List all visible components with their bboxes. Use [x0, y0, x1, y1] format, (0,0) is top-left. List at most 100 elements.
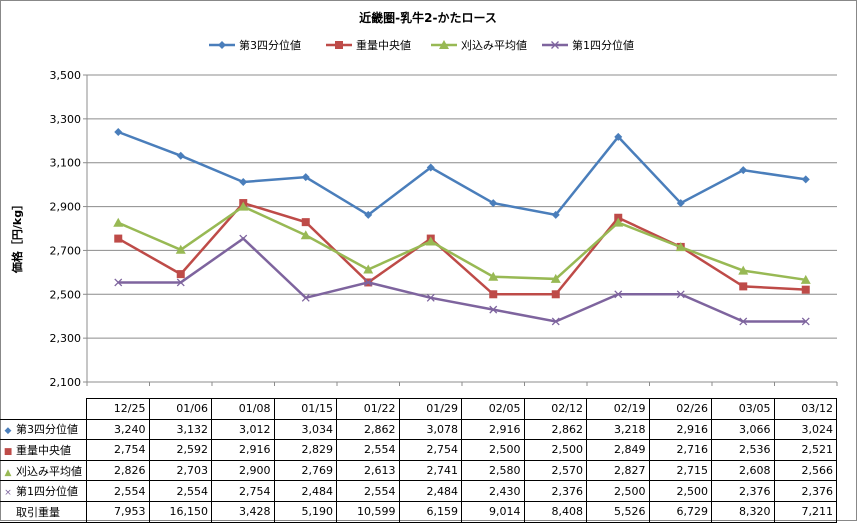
data-point-x	[676, 290, 685, 299]
data-point-diamond	[614, 132, 623, 141]
series-2	[114, 199, 810, 299]
data-point-square	[801, 285, 810, 294]
table-cell: 2,500	[586, 480, 650, 502]
legend-item: 重量中央値	[326, 38, 411, 52]
table-cell: 2,829	[273, 439, 337, 461]
table-cell: 2,376	[523, 480, 587, 502]
table-row: ■ 重量中央値 2,754 2,592 2,916 2,829 2,554 2,754 2,50…	[0, 439, 837, 461]
x-tick-label: 03/12	[773, 398, 837, 420]
table-row-label: 取引重量	[16, 505, 60, 519]
data-point-x	[801, 317, 810, 326]
table-cell: 2,430	[461, 480, 525, 502]
y-tick-label: 2,900	[50, 201, 82, 214]
table-header-row: 12/25 01/06 01/08 01/15 01/22 01/29 02/05 02/12…	[0, 398, 837, 420]
table-cell: 7,953	[86, 500, 150, 523]
x-tick-label: 01/22	[336, 398, 400, 420]
table-cell: 7,211	[773, 500, 837, 523]
data-point-square	[301, 218, 310, 227]
table-cell: 3,218	[586, 418, 650, 441]
table-row: ▲ 刈込み平均値 2,826 2,703 2,900 2,769 2,613 2,741 2,5…	[0, 459, 837, 482]
table-cell: 2,769	[273, 459, 337, 482]
table-cell: 2,703	[148, 459, 212, 482]
table-cell: 2,916	[211, 439, 275, 461]
y-tick-label: 2,700	[50, 244, 82, 257]
table-cell: 2,570	[523, 459, 587, 482]
table-cell: 2,827	[586, 459, 650, 482]
data-point-triangle	[238, 201, 249, 211]
x-tick-label: 01/29	[398, 398, 462, 420]
y-tick-label: 2,100	[50, 376, 82, 389]
table-row: 取引重量 7,953 16,150 3,428 5,190 10,599 6,159 9,01…	[0, 500, 837, 523]
data-point-triangle	[175, 244, 186, 254]
table-cell: 2,500	[461, 439, 525, 461]
data-point-square	[335, 41, 343, 49]
series-line	[117, 130, 806, 217]
table-cell: 2,862	[336, 418, 400, 441]
table-cell: 2,554	[336, 480, 400, 502]
series-line	[117, 205, 806, 282]
table-cell: 2,536	[711, 439, 775, 461]
x-tick-label: 02/05	[461, 398, 525, 420]
table-cell: 2,862	[523, 418, 587, 441]
data-point-x	[239, 234, 248, 243]
chart-canvas: 近畿圏-乳牛2-かたロース 第3四分位値 重量中央値 刈込み平均値 第1四分位値 2,…	[10, 10, 838, 389]
data-point-square	[739, 282, 748, 291]
table-cell: 3,078	[398, 418, 462, 441]
x-tick-label: 01/08	[211, 398, 275, 420]
data-point-triangle	[300, 230, 311, 240]
table-cell: 2,849	[586, 439, 650, 461]
data-point-square	[489, 290, 498, 299]
table-row: × 第1四分位値 2,554 2,554 2,754 2,484 2,554 2,484 2,4…	[0, 480, 837, 502]
table-cell: 10,599	[336, 500, 400, 523]
table-cell: 5,526	[586, 500, 650, 523]
data-point-x	[176, 278, 185, 287]
table-cell: 2,916	[461, 418, 525, 441]
table-cell: 2,484	[398, 480, 462, 502]
data-point-x	[426, 293, 435, 302]
table-cell: 3,240	[86, 418, 150, 441]
data-point-diamond	[739, 166, 748, 175]
series-line	[118, 236, 806, 323]
legend-key-diamond: ◆	[4, 426, 12, 437]
table-cell: 8,408	[523, 500, 587, 523]
legend-label: 第1四分位値	[572, 38, 634, 52]
table-row-label: 第3四分位値	[16, 423, 78, 437]
table-cell: 2,566	[773, 459, 837, 482]
legend-key-triangle: ▲	[4, 467, 12, 478]
table-row-label: 重量中央値	[16, 443, 71, 457]
table-cell: 3,024	[773, 418, 837, 441]
data-point-triangle	[488, 271, 499, 281]
series-3	[113, 201, 811, 284]
y-tick-label: 3,300	[50, 113, 82, 126]
data-point-diamond	[218, 41, 226, 49]
y-axis-label: 価格［円/kg］	[10, 199, 24, 274]
legend-label: 重量中央値	[356, 38, 411, 52]
table-cell: 3,428	[211, 500, 275, 523]
data-point-x	[489, 305, 498, 314]
data-point-x	[551, 41, 559, 49]
x-tick-label: 01/15	[273, 398, 337, 420]
y-tick-label: 3,500	[50, 69, 82, 82]
data-point-triangle	[113, 217, 124, 227]
plot-area: 2,100 2,300 2,500 2,700 2,900 3,100 3,300 3,500	[50, 69, 838, 389]
legend-item: 第3四分位値	[209, 38, 301, 52]
table-cell: 2,754	[398, 439, 462, 461]
data-point-x	[739, 317, 748, 326]
table-cell: 3,012	[211, 418, 275, 441]
table-cell: 2,613	[336, 459, 400, 482]
data-point-triangle	[800, 274, 811, 284]
series-line	[117, 201, 806, 296]
data-point-diamond	[301, 173, 310, 182]
chart-title: 近畿圏-乳牛2-かたロース	[359, 10, 497, 25]
table-cell: 2,376	[711, 480, 775, 502]
table-cell: 2,554	[86, 480, 150, 502]
data-point-triangle	[425, 236, 436, 246]
data-point-diamond	[801, 175, 810, 184]
table-row-header: ▲ 刈込み平均値	[0, 459, 87, 482]
legend-item: 第1四分位値	[542, 38, 634, 52]
data-point-diamond	[551, 210, 560, 219]
table-cell: 2,500	[648, 480, 712, 502]
x-tick-label: 02/26	[648, 398, 712, 420]
chart-legend: 第3四分位値 重量中央値 刈込み平均値 第1四分位値	[209, 38, 634, 52]
table-cell: 6,159	[398, 500, 462, 523]
